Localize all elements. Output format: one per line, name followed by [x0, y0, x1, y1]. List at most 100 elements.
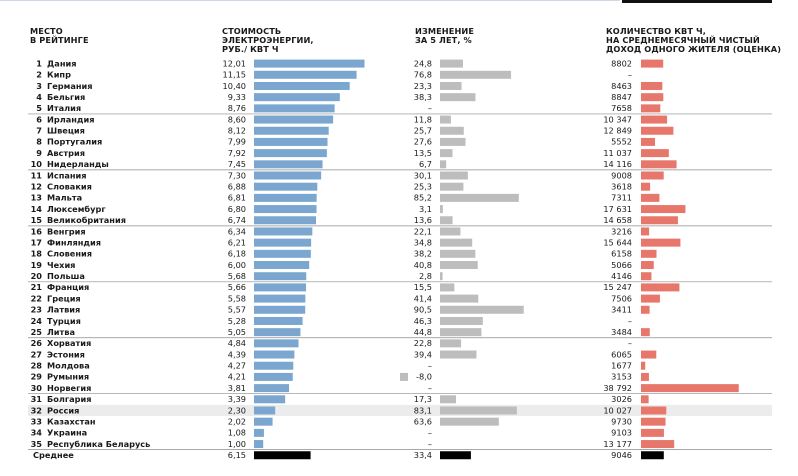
kwh-bar	[641, 59, 664, 68]
price-value-label: 5,58	[228, 293, 246, 303]
change-value-label: 39,4	[414, 349, 432, 359]
rank-label: 18	[31, 249, 43, 259]
average-kwh-label: 9046	[611, 450, 632, 460]
country-label: Италия	[47, 103, 81, 113]
rank-label: 16	[31, 226, 43, 236]
change-value-label: 2,8	[419, 271, 432, 281]
price-bar	[254, 440, 264, 449]
price-bar	[254, 70, 357, 79]
change-bar	[440, 205, 443, 214]
price-bar	[254, 261, 310, 270]
price-value-label: 12,01	[223, 58, 246, 68]
price-bar	[254, 361, 294, 370]
price-bar	[254, 182, 318, 191]
rank-label: 30	[31, 383, 43, 393]
change-value-label: 83,1	[414, 405, 432, 415]
rank-label: 27	[31, 349, 43, 359]
country-label: Болгария	[47, 394, 92, 404]
change-value-label: –	[428, 361, 432, 371]
rank-label: 8	[36, 137, 42, 147]
price-bar	[254, 372, 293, 381]
price-value-label: 3,39	[228, 394, 246, 404]
price-value-label: 3,81	[228, 383, 246, 393]
kwh-value-label: 3153	[611, 372, 632, 382]
header-change: ИЗМЕНЕНИЕ ЗА 5 ЛЕТ, %	[415, 26, 475, 46]
change-value-label: 85,2	[414, 193, 432, 203]
change-value-label: 40,8	[414, 260, 432, 270]
kwh-value-label: 7506	[611, 293, 632, 303]
country-label: Чехия	[47, 260, 75, 270]
change-bar	[440, 160, 447, 169]
rank-label: 23	[31, 305, 43, 315]
change-bar	[440, 316, 483, 325]
change-bar	[440, 216, 453, 225]
kwh-value-label: 12 849	[603, 126, 632, 136]
rank-label: 13	[31, 193, 43, 203]
price-bar	[254, 126, 329, 135]
country-label: Германия	[47, 81, 93, 91]
kwh-value-label: 6065	[611, 349, 632, 359]
country-label: Ирландия	[47, 114, 95, 124]
kwh-value-label: 10 027	[603, 405, 632, 415]
rank-label: 31	[31, 394, 43, 404]
country-label: Финляндия	[47, 237, 101, 247]
country-label: Франция	[47, 282, 89, 292]
price-bar	[254, 160, 323, 169]
change-bar	[440, 137, 466, 146]
price-bar	[254, 115, 334, 124]
change-value-label: 24,8	[414, 58, 432, 68]
average-price-label: 6,15	[228, 450, 246, 460]
rank-label: 28	[31, 361, 43, 371]
rank-label: 11	[31, 170, 43, 180]
country-label: Украина	[47, 428, 87, 438]
rank-label: 5	[36, 103, 42, 113]
rank-label: 10	[31, 159, 43, 169]
price-value-label: 6,80	[228, 204, 246, 214]
kwh-value-label: 3484	[611, 327, 632, 337]
price-value-label: 6,74	[228, 215, 246, 225]
price-value-label: 1,00	[228, 439, 246, 449]
change-bar	[440, 193, 519, 202]
rank-label: 14	[31, 204, 43, 214]
change-value-label: 44,8	[414, 327, 432, 337]
change-value-label: 17,3	[414, 394, 432, 404]
price-value-label: 1,08	[228, 428, 246, 438]
change-value-label: 34,8	[414, 237, 432, 247]
change-bar	[440, 417, 499, 426]
price-value-label: 8,60	[228, 114, 246, 124]
kwh-value-label: 8463	[611, 81, 632, 91]
change-bar-negative	[400, 372, 408, 381]
price-bar	[254, 406, 276, 415]
change-bar	[440, 70, 512, 79]
average-price-bar	[254, 451, 311, 460]
kwh-bar	[641, 216, 678, 225]
change-value-label: –	[428, 439, 432, 449]
change-value-label: 15,5	[414, 282, 432, 292]
kwh-value-label: 14 116	[603, 159, 632, 169]
price-bar	[254, 283, 307, 292]
change-bar	[440, 81, 462, 90]
price-value-label: 6,21	[228, 237, 246, 247]
kwh-bar	[641, 417, 666, 426]
price-value-label: 4,84	[228, 338, 246, 348]
change-bar	[440, 294, 479, 303]
kwh-bar	[641, 272, 652, 281]
average-change-bar	[440, 451, 471, 460]
average-label: Среднее	[33, 450, 74, 460]
price-bar	[254, 59, 365, 68]
rank-label: 35	[31, 439, 43, 449]
price-bar	[254, 81, 350, 90]
rank-label: 17	[31, 237, 43, 247]
price-value-label: 8,12	[228, 126, 246, 136]
kwh-value-label: 13 177	[603, 439, 632, 449]
rank-label: 22	[31, 293, 42, 303]
rank-label: 24	[31, 316, 43, 326]
change-value-label: 90,5	[414, 305, 432, 315]
kwh-value-label: 38 792	[603, 383, 632, 393]
country-label: Румыния	[47, 372, 89, 382]
kwh-bar	[641, 294, 660, 303]
price-bar	[254, 384, 290, 393]
change-bar	[440, 350, 477, 359]
kwh-value-label: 3216	[611, 226, 632, 236]
kwh-bar	[641, 160, 677, 169]
